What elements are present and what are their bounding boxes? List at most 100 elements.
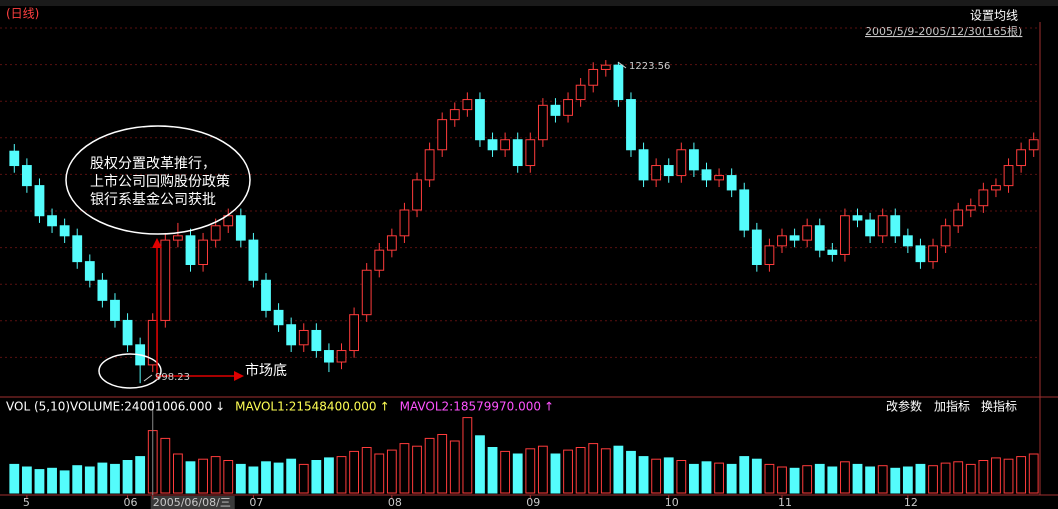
candle-body [840, 215, 850, 255]
candle-body [336, 350, 347, 363]
candle-body [361, 269, 372, 316]
menu-strip [0, 0, 1058, 6]
volume-bar [449, 440, 460, 494]
volume-bar [462, 417, 473, 494]
volume-bar [412, 445, 422, 494]
candle-body [59, 225, 70, 237]
candle-body [688, 149, 699, 171]
volume-bar [877, 465, 888, 494]
candle-body [475, 99, 485, 141]
volume-bar [72, 465, 83, 494]
candle-body [802, 225, 813, 241]
readout: VOLUME:24001006.000 [70, 400, 212, 414]
volume-bar [965, 463, 976, 494]
volume-bar [198, 458, 208, 494]
candle-body [248, 239, 259, 281]
grid [0, 27, 1040, 358]
annotation: 股权分置改革推行， [90, 156, 216, 172]
readout: MAVOL1:21548400.000 [235, 400, 376, 414]
readout-arrow: ↑ [544, 400, 554, 414]
candle-body [940, 225, 951, 247]
volume-bar [890, 467, 901, 494]
candle-body [110, 299, 120, 321]
button[interactable]: 加指标 [934, 399, 970, 414]
candle-body [424, 149, 435, 181]
volume-bar [374, 453, 385, 494]
volume-bar [940, 462, 951, 494]
x-tick-label: 06 [124, 496, 138, 509]
candle-body [877, 215, 888, 237]
candle-body [84, 261, 95, 281]
volume-bar [97, 462, 108, 494]
candle-body [500, 139, 511, 151]
volume-bar [588, 443, 599, 494]
candle-body [991, 185, 1001, 191]
candle-body [210, 225, 221, 241]
button[interactable]: 改参数 [886, 399, 922, 414]
volume-bar [676, 460, 687, 494]
candle-body [626, 99, 636, 151]
arrow-head [234, 371, 244, 381]
volume-bar [953, 461, 964, 494]
volume-bar [475, 435, 485, 494]
candle-body [34, 185, 45, 217]
button[interactable]: 换指标 [981, 399, 1017, 414]
candle-body [449, 109, 460, 121]
high-label: 1223.56 [629, 61, 670, 72]
volume-bar [902, 466, 913, 494]
marks: 5 06 2005/06/08/三 07 08 09 10 11 12 [9, 60, 1039, 509]
volume-bar [537, 445, 548, 494]
low-ellipse [98, 353, 162, 389]
candle-body [273, 309, 284, 326]
candle-body [600, 64, 611, 70]
volume-bar [298, 463, 309, 494]
candle-body [726, 175, 737, 191]
volume-bar [9, 463, 20, 494]
candle-body [185, 235, 196, 265]
candle-body [638, 149, 649, 181]
candle-body [978, 189, 989, 207]
candle-body [865, 219, 876, 237]
volume-bar [235, 463, 246, 494]
candle-body [777, 235, 787, 247]
readouts: VOLUME:24001006.000 ↓ MAVOL1:21548400.000 ↑… [70, 400, 554, 414]
volume-bar [248, 466, 259, 494]
candle-body [588, 68, 599, 86]
volume-bar [575, 447, 586, 494]
volume-bar [764, 463, 775, 494]
candle-body [172, 235, 183, 241]
setting-button[interactable]: 设置均线 [970, 9, 1018, 23]
date-range[interactable]: 2005/5/9-2005/12/30(165根) [865, 24, 1022, 38]
volume-bar [777, 466, 787, 494]
volume-bar [563, 449, 573, 494]
candle-body [676, 149, 687, 177]
candle-body [298, 329, 309, 346]
candle-body [613, 64, 624, 101]
volume-bar [638, 456, 649, 494]
volume-bar [1003, 458, 1014, 494]
candle-body [915, 245, 926, 263]
x-tick-label: 5 [23, 496, 30, 509]
pointer [143, 374, 153, 382]
candle-body [953, 209, 964, 227]
candle-body [902, 235, 913, 247]
candle-body [235, 215, 246, 241]
candle-body [525, 139, 536, 167]
candle-body [72, 235, 83, 263]
volume-bar [978, 460, 989, 494]
candle-body [890, 215, 901, 237]
candle-body [286, 324, 297, 346]
volume-bar [915, 463, 926, 494]
volume-bar [651, 458, 662, 494]
volume-bar [47, 467, 57, 494]
candle-body [575, 84, 586, 101]
x-tick-label: 2005/06/08/三 [153, 496, 231, 509]
candle-body [311, 329, 322, 352]
volume-bar [688, 463, 699, 494]
candle-body [349, 314, 360, 352]
volume-bar [751, 458, 762, 494]
candle-body [563, 99, 573, 116]
volume-bar [135, 456, 146, 494]
x-tick-label: 11 [778, 496, 792, 509]
